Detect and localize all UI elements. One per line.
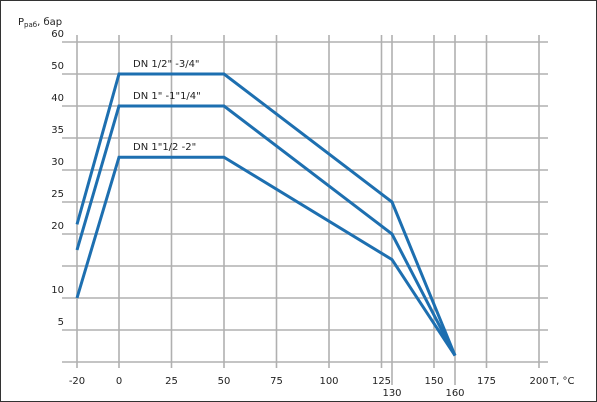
series-label: DN 1/2" -3/4"	[133, 59, 200, 70]
y-tick-label: 10	[51, 285, 64, 296]
x-tick-label: 175	[477, 376, 496, 387]
x-tick-label: 25	[165, 376, 178, 387]
x-axis-label: T, °C	[549, 376, 574, 387]
x-tick-label: 160	[445, 388, 464, 399]
x-tick-label: 50	[218, 376, 231, 387]
x-tick-label: 125	[372, 376, 391, 387]
y-tick-label: 40	[51, 93, 64, 104]
x-tick-label: 100	[319, 376, 338, 387]
x-tick-label: 200	[529, 376, 548, 387]
x-tick-label: 130	[382, 388, 401, 399]
y-tick-label: 30	[51, 157, 64, 168]
x-tick-label: 150	[424, 376, 443, 387]
y-label-main: P	[18, 17, 24, 28]
series-line	[75, 104, 457, 357]
y-label-sub: раб	[24, 21, 37, 29]
series-label: DN 1" -1"1/4"	[133, 91, 201, 102]
y-tick-label: 50	[51, 61, 64, 72]
series-line	[75, 155, 457, 357]
series-line	[75, 72, 457, 357]
x-tick-label: 75	[270, 376, 283, 387]
y-tick-label: 20	[51, 221, 64, 232]
y-axis-label: Pраб, бар	[18, 17, 62, 29]
y-tick-label: 25	[51, 189, 64, 200]
y-tick-label: 35	[51, 125, 64, 136]
x-tick-label: 0	[116, 376, 122, 387]
y-label-unit: , бар	[37, 17, 62, 28]
y-tick-label: 5	[58, 317, 64, 328]
series-label: DN 1"1/2 -2"	[133, 142, 196, 153]
y-tick-label: 60	[51, 29, 64, 40]
x-tick-label: -20	[69, 376, 85, 387]
